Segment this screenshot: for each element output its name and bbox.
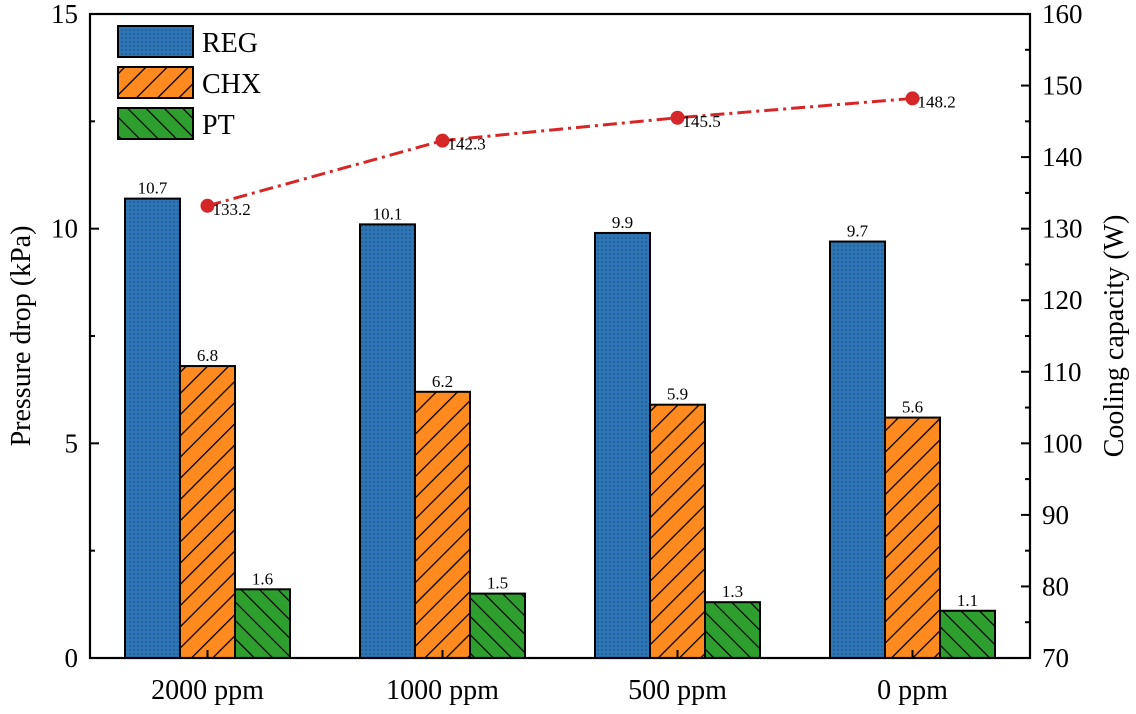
y2-tick-label-7: 140 — [1042, 142, 1083, 172]
y2-axis-title: Cooling capacity (W) — [1099, 215, 1130, 458]
y2-tick-label-9: 160 — [1042, 0, 1083, 29]
cooling-capacity-point-2 — [670, 110, 685, 125]
y2-tick-label-3: 100 — [1042, 428, 1083, 458]
bar-reg-0 — [124, 197, 181, 659]
legend-swatch-chx — [117, 66, 194, 99]
bar-label-chx-3: 5.6 — [902, 398, 923, 417]
bar-label-reg-3: 9.7 — [847, 222, 869, 241]
legend-label-chx: CHX — [202, 69, 261, 100]
y-tick-label-1: 5 — [65, 428, 79, 458]
legend-swatch-pt — [117, 107, 194, 140]
bar-label-chx-0: 6.8 — [197, 346, 218, 365]
bar-chx-2 — [649, 403, 706, 659]
bar-pt-0 — [234, 588, 291, 659]
bar-label-reg-1: 10.1 — [373, 204, 403, 223]
legend-swatch-reg — [117, 25, 194, 58]
bar-pt-2 — [704, 601, 761, 659]
cooling-capacity-label-3: 148.2 — [918, 92, 956, 111]
x-category-label-0: 2000 ppm — [151, 675, 264, 706]
bar-chx-0 — [179, 365, 236, 659]
cooling-capacity-point-3 — [905, 91, 920, 106]
cooling-capacity-line — [207, 96, 913, 208]
cooling-capacity-label-1: 142.3 — [448, 135, 486, 154]
y2-tick-label-4: 110 — [1042, 357, 1082, 387]
bar-label-pt-1: 1.5 — [487, 574, 508, 593]
bar-reg-2 — [594, 231, 651, 660]
y2-tick-label-1: 80 — [1042, 571, 1069, 601]
cooling-capacity-label-2: 145.5 — [683, 112, 721, 131]
bar-chx-1 — [414, 390, 471, 659]
y-tick-label-3: 15 — [51, 0, 78, 29]
y2-tick-label-8: 150 — [1042, 71, 1083, 101]
x-category-label-3: 0 ppm — [877, 675, 948, 706]
bar-label-chx-2: 5.9 — [667, 385, 688, 404]
cooling-capacity-label-0: 133.2 — [213, 200, 251, 219]
bar-label-reg-2: 9.9 — [612, 213, 633, 232]
x-category-label-1: 1000 ppm — [386, 675, 499, 706]
bar-label-pt-0: 1.6 — [252, 569, 273, 588]
y2-tick-label-6: 130 — [1042, 214, 1083, 244]
bar-reg-3 — [829, 240, 886, 659]
bars-layer: 10.7 10.1 9.9 9.7 6.8 6.2 5.9 5.6 1.6 1.5 1.3 1.1 — [124, 179, 996, 660]
bar-pt-1 — [469, 592, 526, 659]
bar-label-chx-1: 6.2 — [432, 372, 453, 391]
cooling-capacity-point-1 — [435, 133, 450, 148]
y2-tick-label-0: 70 — [1042, 643, 1069, 673]
y-axis-title: Pressure drop (kPa) — [6, 226, 37, 447]
legend-label-pt: PT — [202, 110, 235, 141]
axes-layer: 0 5 10 15 70 80 90 100 110 120 130 140 150 160 2000 pp… — [6, 0, 1130, 706]
legend: REG CHX PT — [117, 25, 261, 141]
line-layer: 133.2 142.3 145.5 148.2 — [200, 91, 956, 219]
bar-pt-3 — [939, 609, 996, 659]
cooling-capacity-point-0 — [200, 198, 215, 213]
bar-chx-3 — [884, 416, 941, 659]
bar-label-reg-0: 10.7 — [138, 179, 168, 198]
y-tick-label-2: 10 — [51, 214, 78, 244]
x-category-label-2: 500 ppm — [628, 675, 727, 706]
y2-tick-label-5: 120 — [1042, 285, 1083, 315]
bar-label-pt-2: 1.3 — [722, 582, 743, 601]
bar-label-pt-3: 1.1 — [957, 591, 978, 610]
y-tick-label-0: 0 — [65, 643, 79, 673]
y2-tick-label-2: 90 — [1042, 500, 1069, 530]
legend-label-reg: REG — [202, 28, 258, 59]
bar-reg-1 — [359, 223, 416, 660]
